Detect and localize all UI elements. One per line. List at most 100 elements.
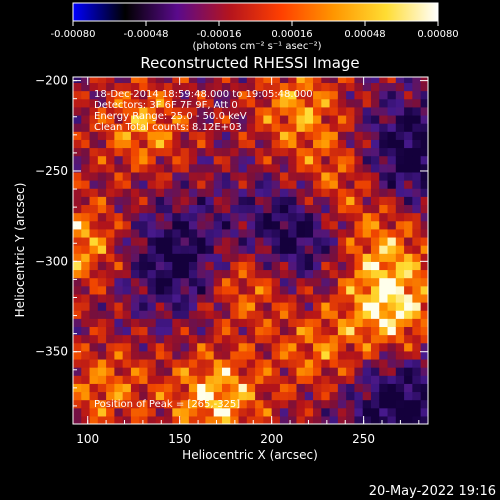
heatmap-cell (346, 277, 356, 287)
heatmap-cell (114, 350, 124, 360)
heatmap-cell (329, 293, 339, 303)
heatmap-cell (296, 391, 306, 401)
heatmap-cell (279, 77, 289, 84)
heatmap-cell (329, 318, 339, 328)
heatmap-cell (321, 358, 331, 368)
heatmap-cell (97, 171, 107, 181)
heatmap-cell (288, 147, 298, 157)
heatmap-cell (404, 261, 413, 271)
heatmap-cell (337, 77, 347, 84)
heatmap-cell (139, 139, 149, 149)
heatmap-cell (106, 285, 115, 295)
heatmap-cell (346, 245, 356, 254)
heatmap-cell (313, 358, 322, 368)
heatmap-cell (354, 171, 364, 181)
heatmap-cell (279, 326, 289, 336)
heatmap-cell (89, 212, 99, 222)
heatmap-cell (271, 375, 281, 384)
heatmap-cell (379, 399, 389, 409)
heatmap-cell (412, 123, 422, 132)
heatmap-cell (370, 171, 380, 181)
heatmap-cell (337, 334, 347, 344)
heatmap-cell (379, 220, 389, 230)
heatmap-cell (370, 188, 380, 197)
heatmap-cell (238, 285, 248, 295)
heatmap-cell (97, 155, 107, 165)
heatmap-cell (73, 139, 82, 149)
heatmap-cell (122, 399, 132, 409)
heatmap-cell (329, 236, 339, 246)
heatmap-cell (106, 415, 115, 424)
heatmap-cell (205, 139, 215, 149)
heatmap-cell (296, 77, 306, 84)
heatmap-cell (221, 277, 231, 287)
heatmap-cell (279, 358, 289, 368)
heatmap-cell (139, 180, 149, 189)
heatmap-cell (139, 114, 149, 124)
heatmap-cell (313, 139, 322, 149)
heatmap-cell (404, 326, 413, 336)
heatmap-cell (106, 77, 115, 84)
heatmap-cell (122, 228, 132, 238)
heatmap-cell (139, 358, 149, 368)
heatmap-cell (296, 228, 306, 238)
heatmap-cell (379, 196, 389, 206)
heatmap-cell (139, 277, 149, 287)
heatmap-cell (288, 106, 298, 116)
heatmap-cell (329, 114, 339, 124)
heatmap-cell (197, 269, 207, 279)
heatmap-cell (321, 310, 331, 319)
heatmap-cell (230, 228, 240, 238)
heatmap-cell (139, 228, 149, 238)
heatmap-cell (205, 383, 215, 393)
heatmap-cell (362, 375, 372, 384)
heatmap-cell (354, 269, 364, 279)
heatmap-cell (304, 302, 314, 311)
heatmap-cell (387, 106, 397, 116)
heatmap-cell (329, 147, 339, 157)
heatmap-cell (304, 334, 314, 344)
heatmap-cell (172, 123, 182, 132)
heatmap-cell (404, 318, 413, 328)
heatmap-cell (155, 334, 165, 344)
heatmap-cell (387, 277, 397, 287)
heatmap-cell (139, 391, 149, 401)
heatmap-cell (106, 106, 115, 116)
heatmap-cell (379, 334, 389, 344)
heatmap-cell (288, 415, 298, 424)
heatmap-cell (89, 236, 99, 246)
heatmap-cell (122, 220, 132, 230)
heatmap-cell (379, 261, 389, 271)
heatmap-cell (155, 228, 165, 238)
heatmap-cell (188, 399, 198, 409)
heatmap-cell (205, 334, 215, 344)
heatmap-cell (188, 114, 198, 124)
heatmap-cell (197, 228, 207, 238)
heatmap-cell (114, 82, 124, 92)
heatmap-cell (238, 82, 248, 92)
heatmap-cell (346, 228, 356, 238)
heatmap-cell (412, 90, 422, 100)
heatmap-cell (354, 334, 364, 344)
heatmap-cell (164, 334, 173, 344)
heatmap-cell (346, 293, 356, 303)
heatmap-cell (81, 318, 91, 328)
heatmap-cell (387, 367, 397, 376)
heatmap-cell (230, 277, 240, 287)
heatmap-cell (296, 310, 306, 319)
heatmap-cell (246, 253, 256, 262)
heatmap-cell (139, 407, 149, 417)
heatmap-cell (337, 375, 347, 384)
heatmap-cell (420, 114, 428, 124)
heatmap-cell (205, 155, 215, 165)
heatmap-cell (89, 171, 99, 181)
heatmap-cell (271, 196, 281, 206)
heatmap-cell (164, 293, 173, 303)
heatmap-cell (321, 228, 331, 238)
heatmap-cell (362, 383, 372, 393)
heatmap-cell (296, 399, 306, 409)
heatmap-cell (313, 293, 322, 303)
heatmap-cell (362, 399, 372, 409)
heatmap-cell (147, 139, 157, 149)
heatmap-cell (81, 399, 91, 409)
